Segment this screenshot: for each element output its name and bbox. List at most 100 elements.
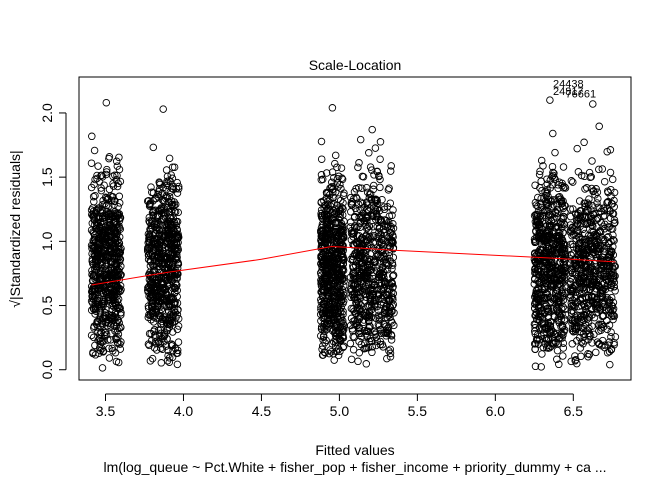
residual-point	[533, 265, 542, 274]
residual-point	[373, 167, 381, 176]
residual-point	[155, 249, 163, 257]
residual-point	[540, 194, 548, 202]
residual-point	[589, 100, 597, 108]
residual-point	[389, 220, 397, 228]
residual-point	[376, 326, 384, 334]
residual-point	[531, 218, 540, 226]
residual-point	[551, 148, 559, 157]
residual-point	[543, 233, 552, 242]
residual-point	[377, 235, 386, 244]
residual-point	[103, 221, 112, 229]
residual-point	[329, 263, 338, 272]
residual-point	[598, 233, 606, 242]
residual-point	[544, 217, 553, 225]
residual-point	[583, 219, 592, 228]
residual-point	[165, 154, 174, 163]
residual-point	[374, 250, 383, 259]
residual-point	[603, 233, 612, 242]
residual-point	[327, 299, 335, 308]
residual-point	[147, 336, 156, 345]
residual-point	[559, 184, 568, 192]
residual-point	[559, 228, 567, 237]
residual-point	[355, 315, 364, 324]
residual-point	[317, 298, 326, 306]
residual-point	[97, 184, 105, 192]
residual-point	[595, 165, 603, 174]
residual-point	[587, 212, 595, 221]
residual-point	[105, 154, 113, 163]
residual-point	[585, 258, 593, 266]
residual-point	[324, 316, 333, 324]
residual-point	[557, 247, 566, 256]
residual-point	[172, 221, 181, 230]
residual-point	[379, 284, 387, 293]
residual-point	[145, 329, 154, 338]
residual-point	[347, 293, 355, 302]
residual-point	[586, 268, 595, 276]
residual-point	[531, 311, 539, 320]
residual-point	[573, 144, 581, 153]
residual-point	[388, 211, 396, 220]
residual-point	[388, 279, 396, 287]
residual-point	[542, 290, 550, 298]
residual-point	[531, 345, 540, 353]
residual-point	[97, 231, 106, 239]
residual-point	[165, 226, 173, 235]
residual-point	[360, 255, 369, 264]
residual-point	[87, 331, 96, 340]
residual-point	[558, 250, 567, 259]
residual-point	[89, 237, 97, 245]
residual-point	[338, 255, 346, 264]
residual-point	[169, 295, 178, 303]
residual-point	[146, 357, 155, 365]
residual-point	[102, 210, 111, 219]
residual-point	[115, 153, 123, 162]
residual-point	[113, 171, 121, 180]
residual-point	[166, 295, 175, 303]
residual-point	[575, 244, 583, 253]
residual-point	[567, 299, 576, 308]
residual-point	[347, 355, 356, 364]
residual-point	[324, 189, 332, 197]
residual-point	[356, 304, 364, 313]
residual-point	[349, 233, 358, 241]
residual-point	[537, 332, 546, 340]
residual-point	[355, 274, 364, 282]
residual-point	[531, 362, 540, 371]
smoother-line-layer	[91, 245, 616, 286]
residual-point	[548, 173, 556, 181]
residual-point	[536, 200, 545, 208]
residual-point	[150, 283, 158, 292]
residual-point	[166, 275, 175, 284]
residual-point	[371, 204, 380, 213]
residual-point	[145, 202, 154, 210]
residual-point	[584, 335, 592, 344]
residual-point	[371, 144, 380, 152]
residual-point	[340, 189, 348, 197]
residual-point	[544, 312, 553, 320]
residual-point	[146, 225, 154, 234]
residual-point	[386, 349, 395, 358]
residual-point	[545, 278, 553, 286]
residual-point	[164, 307, 173, 315]
residual-point	[605, 347, 614, 356]
residual-point	[546, 96, 554, 104]
residual-point	[170, 318, 179, 326]
residual-point	[359, 265, 367, 273]
residual-point	[156, 268, 164, 277]
residual-point	[103, 277, 112, 285]
residual-point	[604, 273, 613, 281]
residual-point	[155, 185, 164, 193]
residual-point	[322, 325, 331, 334]
residual-point	[375, 263, 383, 271]
residual-point	[390, 309, 398, 317]
residual-point	[97, 186, 106, 195]
residual-point	[606, 207, 615, 215]
residual-point	[164, 263, 173, 272]
residual-point	[317, 171, 326, 179]
residual-point	[546, 276, 555, 285]
residual-point	[387, 336, 396, 344]
residual-point	[537, 240, 546, 248]
residual-point	[372, 212, 380, 221]
